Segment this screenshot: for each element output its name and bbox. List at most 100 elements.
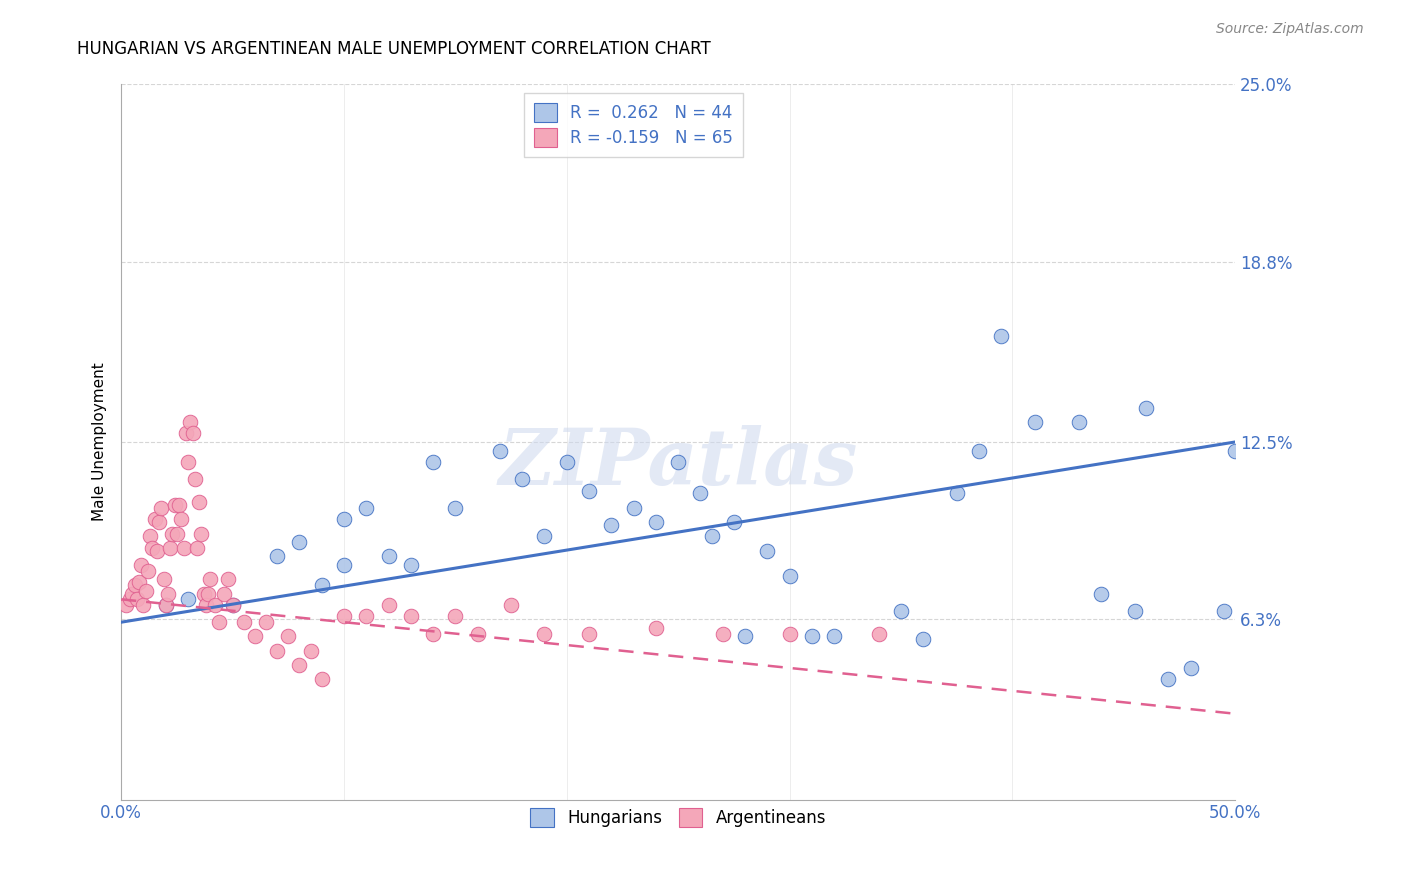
Point	[217, 572, 239, 586]
Point	[800, 630, 823, 644]
Point	[124, 578, 146, 592]
Point	[120, 592, 142, 607]
Point	[578, 483, 600, 498]
Point	[912, 632, 935, 647]
Point	[779, 626, 801, 640]
Point	[467, 626, 489, 640]
Point	[288, 658, 311, 673]
Point	[377, 598, 399, 612]
Point	[166, 526, 188, 541]
Point	[399, 558, 422, 572]
Point	[510, 472, 533, 486]
Point	[266, 549, 288, 564]
Point	[277, 630, 299, 644]
Point	[945, 486, 967, 500]
Point	[967, 443, 990, 458]
Point	[422, 626, 444, 640]
Point	[990, 329, 1012, 343]
Point	[377, 549, 399, 564]
Point	[489, 443, 512, 458]
Text: ZIPatlas: ZIPatlas	[499, 425, 858, 501]
Point	[311, 673, 333, 687]
Point	[299, 644, 322, 658]
Point	[779, 569, 801, 583]
Point	[254, 615, 277, 630]
Point	[444, 609, 467, 624]
Point	[499, 598, 522, 612]
Point	[136, 564, 159, 578]
Point	[266, 644, 288, 658]
Point	[399, 609, 422, 624]
Point	[128, 575, 150, 590]
Point	[167, 498, 190, 512]
Point	[150, 500, 173, 515]
Point	[288, 535, 311, 549]
Point	[868, 626, 890, 640]
Point	[143, 512, 166, 526]
Point	[1123, 604, 1146, 618]
Point	[700, 529, 723, 543]
Point	[422, 455, 444, 469]
Point	[204, 598, 226, 612]
Point	[1223, 443, 1246, 458]
Point	[208, 615, 231, 630]
Point	[623, 500, 645, 515]
Point	[756, 543, 779, 558]
Point	[1135, 401, 1157, 415]
Point	[181, 426, 204, 441]
Point	[600, 517, 623, 532]
Point	[221, 598, 243, 612]
Point	[533, 626, 555, 640]
Point	[155, 598, 177, 612]
Point	[711, 626, 734, 640]
Point	[221, 598, 243, 612]
Point	[356, 609, 378, 624]
Point	[141, 541, 163, 555]
Point	[156, 586, 179, 600]
Point	[194, 598, 217, 612]
Point	[146, 543, 169, 558]
Point	[125, 592, 148, 607]
Point	[159, 541, 181, 555]
Point	[689, 486, 711, 500]
Point	[174, 426, 197, 441]
Point	[163, 498, 186, 512]
Point	[177, 455, 200, 469]
Legend: Hungarians, Argentineans: Hungarians, Argentineans	[524, 802, 832, 834]
Point	[723, 515, 745, 529]
Point	[200, 572, 222, 586]
Point	[666, 455, 689, 469]
Point	[444, 500, 467, 515]
Point	[555, 455, 578, 469]
Point	[129, 558, 152, 572]
Point	[578, 626, 600, 640]
Point	[356, 500, 378, 515]
Point	[644, 621, 666, 635]
Point	[179, 415, 201, 429]
Point	[114, 598, 136, 612]
Point	[193, 586, 215, 600]
Point	[155, 598, 177, 612]
Point	[188, 495, 211, 509]
Point	[823, 630, 845, 644]
Point	[152, 572, 174, 586]
Point	[173, 541, 195, 555]
Point	[132, 598, 155, 612]
Point	[197, 586, 219, 600]
Point	[1069, 415, 1091, 429]
Point	[333, 558, 356, 572]
Point	[333, 512, 356, 526]
Point	[139, 529, 162, 543]
Point	[190, 526, 212, 541]
Point	[734, 630, 756, 644]
Point	[148, 515, 170, 529]
Point	[186, 541, 208, 555]
Point	[212, 586, 235, 600]
Point	[1090, 586, 1112, 600]
Point	[1213, 604, 1236, 618]
Point	[1024, 415, 1046, 429]
Point	[243, 630, 266, 644]
Point	[232, 615, 254, 630]
Point	[177, 592, 200, 607]
Point	[1157, 673, 1180, 687]
